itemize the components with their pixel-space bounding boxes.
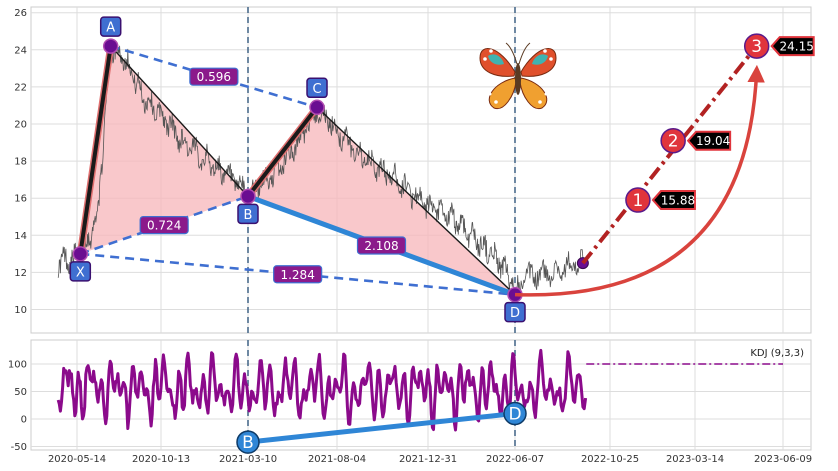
pattern-fill-xab: [80, 46, 248, 254]
target-number: 1: [633, 191, 644, 211]
ratio-label: 2.108: [364, 239, 398, 253]
kdj-point-label: B: [242, 433, 254, 453]
kdj-annotations: BD: [236, 401, 527, 454]
pattern-point-marker: [309, 99, 325, 116]
pattern-point-label-box: [237, 203, 259, 225]
y-tick-label: 24: [14, 45, 27, 56]
kdj-y-ticks: -50 0 50 100: [8, 360, 27, 454]
x-tick-label: 2023-03-14: [666, 454, 724, 465]
x-tick-label: 2020-05-14: [48, 454, 106, 465]
pattern-fill-bcd: [248, 107, 515, 295]
x-tick-label: 2021-03-10: [219, 454, 277, 465]
ratio-label: 0.724: [147, 219, 181, 233]
x-tick-label: 2022-06-07: [486, 454, 544, 465]
projection-line: [581, 44, 759, 265]
target-value-box: [686, 130, 732, 151]
y-tick-label: 22: [14, 82, 27, 93]
kdj-point-label: D: [508, 405, 521, 425]
y-tick-label: 20: [14, 120, 27, 131]
x-tick-label: 2021-12-31: [399, 454, 457, 465]
kdj-point-marker: [503, 401, 527, 426]
target-number: 2: [668, 132, 679, 152]
pattern-point-label: A: [106, 21, 115, 36]
pattern-annotations: 0.596 0.724 1.284 2.108 X A B C D 1 15.88 2 19.04 3 24…: [69, 16, 815, 323]
pattern-point-label-box: [69, 261, 92, 282]
y-tick-label: -50: [11, 442, 27, 453]
target-value: 24.15: [780, 40, 814, 54]
pattern-leg: [316, 106, 516, 296]
target-marker: [625, 187, 651, 213]
kdj-legend: KDJ (9,3,3): [750, 348, 804, 359]
pattern-point-label: C: [312, 82, 321, 97]
y-tick-label: 14: [14, 231, 27, 242]
price-grid: [31, 7, 811, 333]
ratio-label-box: [273, 265, 323, 284]
ratio-label: 1.284: [280, 268, 314, 282]
kdj-point-marker: [236, 430, 260, 454]
x-tick-label: 2022-10-25: [581, 454, 639, 465]
y-tick-label: 50: [14, 387, 27, 398]
kdj-bd-line: [247, 411, 516, 445]
kdj-line: [56, 348, 588, 432]
target-value: 19.04: [696, 134, 730, 148]
target-marker: [660, 127, 686, 154]
y-tick-label: 12: [14, 268, 27, 279]
y-tick-label: 100: [8, 360, 27, 371]
y-tick-label: 26: [14, 8, 27, 19]
y-tick-label: 0: [21, 415, 27, 426]
price-y-ticks: 10 12 14 16 18 20 22 24 26: [14, 8, 27, 316]
pattern-point-marker: [102, 38, 119, 54]
target-value: 15.88: [661, 194, 695, 208]
y-tick-label: 10: [14, 305, 27, 316]
x-tick-label: 2020-10-13: [132, 454, 190, 465]
x-axis-ticks: 2020-05-14 2020-10-13 2021-03-10 2021-08-04…: [48, 454, 812, 465]
ratio-label-box: [139, 215, 189, 235]
ratio-label-box: [189, 67, 239, 86]
pattern-point-label-box: [99, 16, 122, 37]
pattern-point-label: X: [76, 265, 85, 280]
x-tick-label: 2021-08-04: [308, 454, 366, 465]
pattern-point-label-box: [306, 77, 328, 99]
pattern-leg: [78, 45, 113, 255]
pattern-point-label-box: [504, 301, 526, 323]
pattern-leg: [246, 106, 319, 198]
butterfly-icon: [479, 42, 557, 110]
pattern-point-marker: [72, 246, 89, 262]
ratio-label: 0.596: [197, 70, 231, 84]
y-tick-label: 18: [14, 157, 27, 168]
ratio-label-box: [356, 236, 407, 255]
target-value-box: [770, 36, 815, 57]
x-tick-label: 2023-06-09: [754, 454, 812, 465]
pattern-point-marker: [240, 188, 256, 205]
target-marker: [743, 33, 770, 59]
pattern-point-label: B: [244, 208, 253, 223]
y-tick-label: 16: [14, 194, 27, 205]
projection-arrow: [514, 64, 765, 297]
kdj-plot-area: [56, 348, 783, 432]
target-value-box: [651, 190, 696, 211]
pattern-point-label: D: [510, 306, 520, 321]
target-number: 3: [751, 37, 762, 57]
pattern-leg: [110, 45, 249, 197]
